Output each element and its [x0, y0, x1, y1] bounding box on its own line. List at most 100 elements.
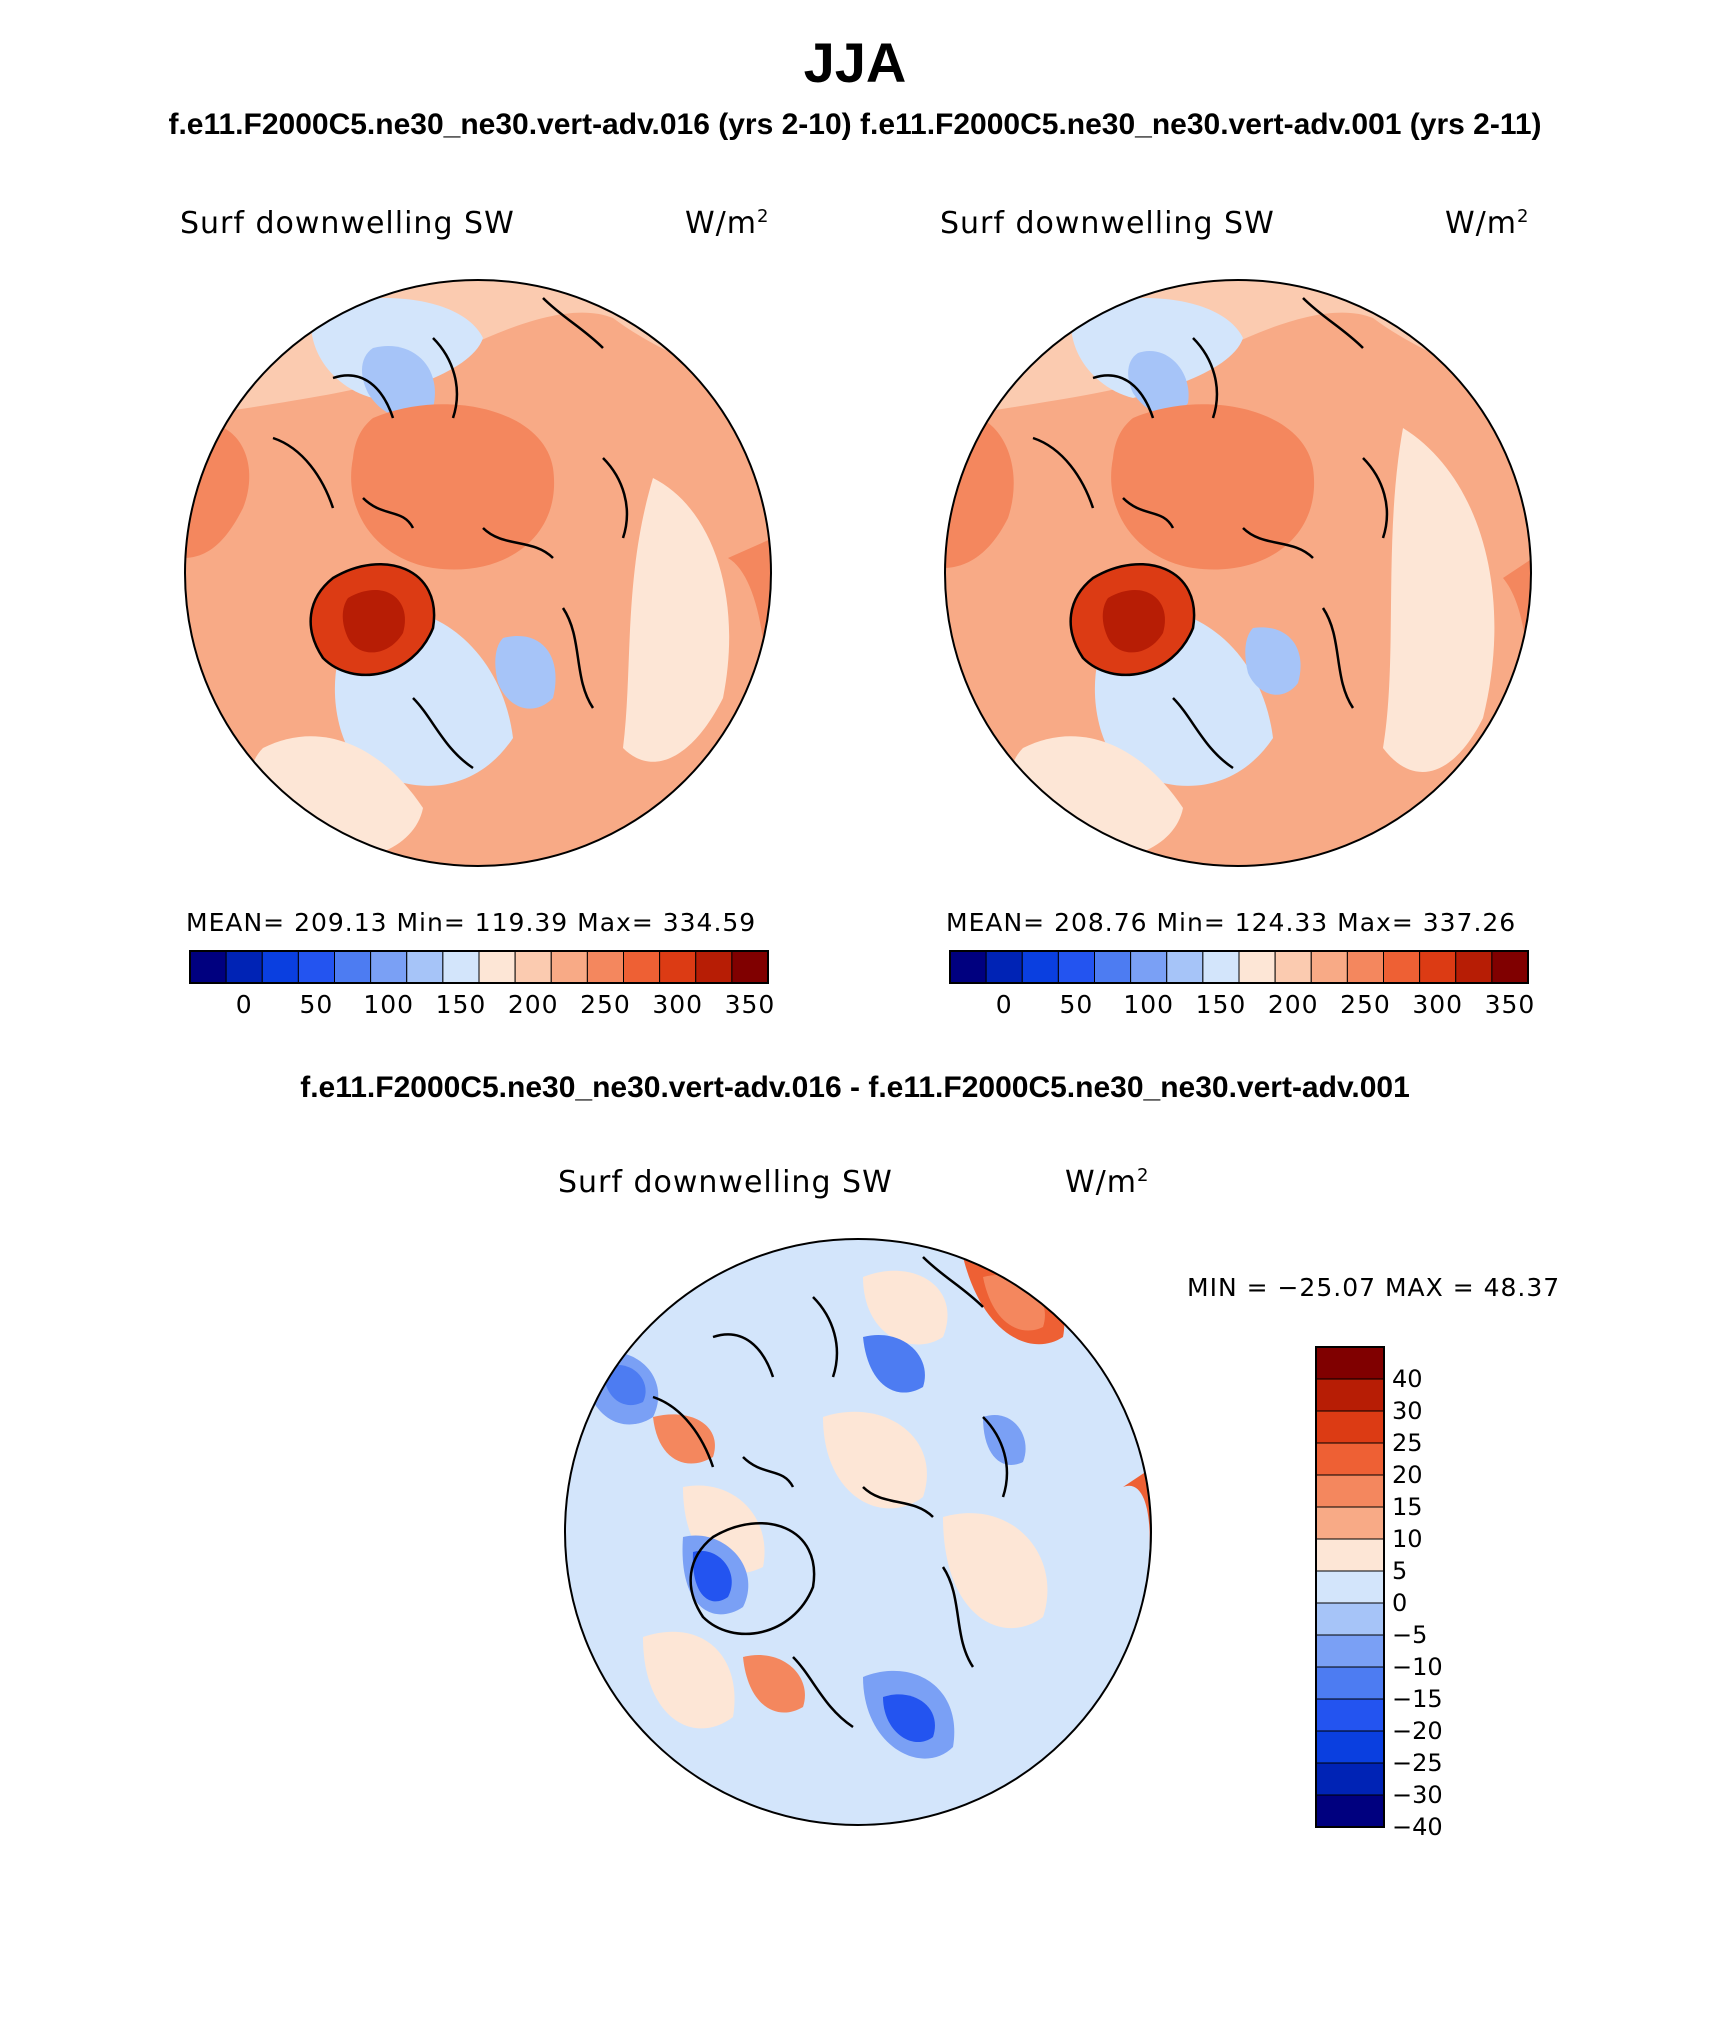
colorbar-tick-label: 250: [1340, 990, 1391, 1019]
panel1-stats: MEAN= 209.13 Min= 119.39 Max= 334.59: [186, 908, 757, 937]
colorbar-swatch: [1315, 1762, 1385, 1796]
colorbar-swatch: [1315, 1730, 1385, 1764]
panel2-atlantic-blue2: [1245, 627, 1301, 695]
panel1-polar-map: [184, 279, 772, 867]
difference-title: f.e11.F2000C5.ne30_ne30.vert-adv.016 - f…: [300, 1071, 1410, 1104]
diff-greenland-coast: [689, 1522, 816, 1636]
colorbar-swatch: [406, 950, 444, 984]
panel2-units-exp: 2: [1517, 206, 1530, 227]
colorbar-swatch: [985, 950, 1023, 984]
colorbar-tick-label: 250: [580, 990, 631, 1019]
colorbar-swatch: [1455, 950, 1493, 984]
diff-ca-blue-dark: [692, 1550, 732, 1602]
colorbar-tick-label: 150: [1195, 990, 1247, 1019]
colorbar-swatch: [550, 950, 588, 984]
panel2-east-pale: [1383, 428, 1495, 772]
case-titles: f.e11.F2000C5.ne30_ne30.vert-adv.016 (yr…: [168, 108, 1542, 141]
colorbar-swatch: [1130, 950, 1168, 984]
season-title: JJA: [803, 31, 907, 94]
diff-pale-red-2: [823, 1411, 927, 1509]
diff-pale-red-1: [863, 1270, 948, 1345]
colorbar-swatch: [334, 950, 372, 984]
panel2-greenland-coast: [1069, 563, 1196, 677]
colorbar-tick-label: −40: [1392, 1813, 1443, 1841]
colorbar-tick-label: 300: [1412, 990, 1464, 1019]
colorbar-swatch: [225, 950, 263, 984]
colorbar-swatch: [949, 950, 987, 984]
colorbar-swatch: [1315, 1378, 1385, 1412]
panel2-map-border: [944, 279, 1532, 867]
colorbar-swatch: [1315, 1602, 1385, 1636]
colorbar-swatch: [659, 950, 697, 984]
panel2-arctic-orange: [1111, 404, 1315, 570]
panel1-hudson-blue: [361, 346, 435, 419]
panel2-colorbar-labels: 0 50 100 150 200 250 300 350: [950, 990, 1535, 1022]
colorbar-tick-label: 0: [1392, 1589, 1408, 1617]
colorbar-swatch: [1094, 950, 1132, 984]
panel2-east-orange: [1503, 558, 1531, 748]
colorbar-tick-label: 40: [1392, 1365, 1423, 1393]
colorbar-swatch: [1166, 950, 1204, 984]
colorbar-swatch: [189, 950, 227, 984]
diff-pale-red-4: [643, 1631, 735, 1729]
colorbar-tick-label: 200: [1267, 990, 1319, 1019]
colorbar-tick-label: 350: [1484, 990, 1536, 1019]
colorbar-swatch: [1238, 950, 1276, 984]
colorbar-tick-label: 100: [363, 990, 415, 1019]
panel2-nw-pale-region: [1071, 298, 1243, 398]
colorbar-swatch: [1310, 950, 1348, 984]
colorbar-swatch: [1383, 950, 1421, 984]
diff-colorbar-labels: 40 30 25 20 15 10 5 0 −5 −10 −15 −20 −25 −30 −40: [1392, 1347, 1512, 1841]
colorbar-swatch: [297, 950, 335, 984]
diff-nw-red: [653, 1414, 715, 1464]
diff-pale-red-3: [943, 1513, 1048, 1629]
panel2-coastline-1: [1032, 297, 1389, 770]
panel1-units-exp: 2: [757, 206, 770, 227]
colorbar-tick-label: 15: [1392, 1493, 1423, 1521]
colorbar-tick-label: −10: [1392, 1653, 1443, 1681]
diff-west-blue-dark: [603, 1364, 646, 1406]
colorbar-swatch: [1057, 950, 1095, 984]
colorbar-swatch: [1274, 950, 1312, 984]
colorbar-tick-label: 10: [1392, 1525, 1423, 1553]
panel2-units: W/m2: [1445, 206, 1529, 241]
colorbar-tick-label: 100: [1123, 990, 1175, 1019]
colorbar-swatch: [1315, 1634, 1385, 1668]
colorbar-swatch: [1202, 950, 1240, 984]
colorbar-swatch: [1315, 1538, 1385, 1572]
panel1-arctic-orange: [351, 404, 555, 570]
colorbar-swatch: [1315, 1506, 1385, 1540]
colorbar-tick-label: −20: [1392, 1717, 1443, 1745]
diff-units-base: W/m: [1065, 1165, 1137, 1200]
panel1-colorbar-labels: 0 50 100 150 200 250 300 350: [190, 990, 775, 1022]
diff-map-border: [564, 1238, 1152, 1826]
colorbar-frame: [189, 950, 769, 984]
colorbar-tick-label: 5: [1392, 1557, 1408, 1585]
diff-north-blue-2: [983, 1415, 1026, 1465]
colorbar-tick-label: −15: [1392, 1685, 1443, 1713]
diff-coastline: [652, 1256, 1009, 1729]
diff-north-blue: [863, 1335, 925, 1393]
colorbar-swatch: [695, 950, 733, 984]
colorbar-swatch: [1021, 950, 1059, 984]
diff-variable: Surf downwelling SW: [558, 1165, 893, 1200]
diff-polar-map: [564, 1238, 1152, 1826]
diff-south-blue-dark: [883, 1694, 935, 1743]
colorbar-swatch: [442, 950, 480, 984]
colorbar-swatch: [1346, 950, 1384, 984]
colorbar-swatch: [1315, 1666, 1385, 1700]
colorbar-swatch: [1419, 950, 1457, 984]
colorbar-tick-label: 200: [507, 990, 559, 1019]
colorbar-tick-label: 0: [235, 990, 253, 1019]
colorbar-tick-label: 20: [1392, 1461, 1423, 1489]
colorbar-tick-label: 300: [652, 990, 704, 1019]
diff-greenland-red: [743, 1655, 805, 1713]
diff-east-red: [1123, 1467, 1151, 1567]
colorbar-swatch: [1315, 1698, 1385, 1732]
colorbar-swatch: [514, 950, 552, 984]
colorbar-swatch: [261, 950, 299, 984]
panel1-units: W/m2: [685, 206, 769, 241]
panel2-polar-map: [944, 279, 1532, 867]
panel1-units-base: W/m: [685, 206, 757, 241]
panel1-east-pale: [623, 478, 730, 762]
